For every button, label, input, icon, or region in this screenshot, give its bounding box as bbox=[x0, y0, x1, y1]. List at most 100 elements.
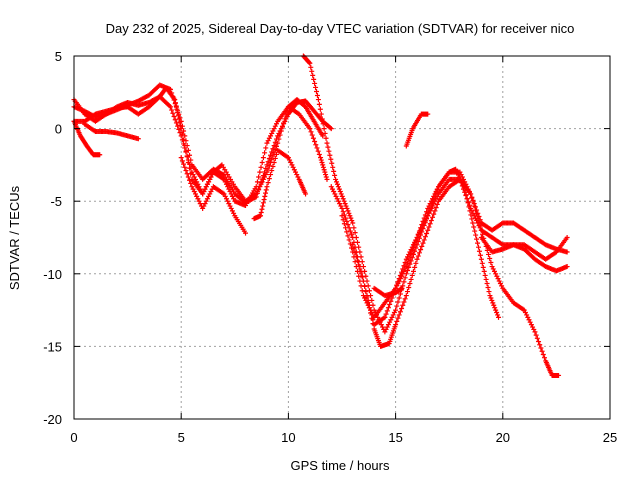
data-point bbox=[172, 101, 178, 107]
data-point bbox=[413, 260, 419, 266]
data-point bbox=[182, 164, 188, 170]
data-point bbox=[259, 176, 265, 182]
data-point bbox=[323, 135, 329, 141]
data-point bbox=[349, 245, 355, 251]
data-point bbox=[318, 157, 324, 163]
data-point bbox=[314, 88, 320, 94]
x-tick-label: 25 bbox=[603, 430, 617, 445]
data-point bbox=[263, 165, 269, 171]
data-point bbox=[269, 149, 275, 155]
data-point bbox=[336, 186, 342, 192]
data-point bbox=[322, 130, 328, 136]
data-point bbox=[310, 72, 316, 78]
data-point bbox=[343, 203, 349, 209]
data-point bbox=[258, 180, 264, 186]
data-point bbox=[433, 205, 439, 211]
data-point bbox=[331, 168, 337, 174]
data-point bbox=[469, 216, 475, 222]
data-point bbox=[256, 187, 262, 193]
data-point bbox=[401, 299, 407, 305]
data-point bbox=[181, 161, 187, 167]
data-point bbox=[462, 189, 468, 195]
data-point bbox=[182, 145, 188, 151]
data-point bbox=[407, 280, 413, 286]
data-point bbox=[313, 84, 319, 90]
data-point bbox=[268, 172, 274, 178]
data-point bbox=[369, 312, 375, 318]
data-point bbox=[350, 235, 356, 240]
data-point bbox=[270, 153, 276, 159]
data-point bbox=[352, 259, 358, 265]
data-point bbox=[357, 266, 363, 272]
data-point bbox=[349, 231, 355, 237]
data-point bbox=[333, 176, 339, 182]
data-point bbox=[321, 167, 327, 173]
data-point bbox=[422, 212, 428, 218]
data-point bbox=[169, 90, 175, 96]
data-point bbox=[350, 220, 356, 226]
data-point bbox=[265, 180, 271, 186]
data-point bbox=[396, 276, 402, 282]
data-point bbox=[256, 174, 262, 180]
data-point bbox=[458, 180, 464, 186]
data-point bbox=[308, 129, 314, 135]
data-point bbox=[172, 117, 178, 123]
data-point bbox=[476, 214, 482, 220]
data-point bbox=[356, 262, 362, 268]
data-point bbox=[339, 193, 345, 199]
data-point bbox=[347, 228, 353, 234]
data-point bbox=[314, 93, 320, 99]
data-point bbox=[534, 335, 540, 341]
data-point bbox=[323, 174, 329, 180]
y-tick-label: -15 bbox=[43, 339, 62, 354]
series-track-14 bbox=[478, 235, 570, 262]
data-point bbox=[487, 293, 493, 299]
data-point bbox=[265, 159, 271, 165]
data-point bbox=[259, 159, 265, 165]
data-point bbox=[327, 152, 333, 158]
data-point bbox=[475, 210, 481, 216]
data-point bbox=[307, 126, 313, 132]
data-point bbox=[408, 276, 414, 282]
data-point bbox=[412, 248, 418, 254]
data-point bbox=[321, 126, 327, 132]
data-point bbox=[428, 218, 434, 224]
data-point bbox=[536, 339, 542, 345]
data-point bbox=[307, 60, 313, 66]
data-point bbox=[324, 176, 330, 182]
data-point bbox=[243, 230, 249, 236]
data-point bbox=[471, 224, 477, 230]
data-point bbox=[254, 179, 260, 185]
data-point bbox=[416, 235, 422, 241]
data-point bbox=[183, 168, 189, 174]
data-point bbox=[364, 293, 370, 299]
y-tick-label: -10 bbox=[43, 267, 62, 282]
data-point bbox=[358, 270, 364, 276]
data-point bbox=[260, 155, 266, 161]
data-point bbox=[402, 296, 408, 302]
data-point bbox=[406, 285, 412, 291]
data-point bbox=[310, 135, 316, 141]
data-point bbox=[275, 140, 281, 146]
data-point bbox=[314, 145, 320, 151]
data-point bbox=[188, 180, 194, 186]
data-point bbox=[342, 201, 348, 207]
data-point bbox=[564, 249, 570, 255]
data-point bbox=[399, 269, 405, 275]
data-point bbox=[474, 207, 480, 213]
data-point bbox=[273, 143, 279, 149]
data-point bbox=[400, 283, 406, 289]
data-point bbox=[468, 191, 474, 197]
data-point bbox=[365, 297, 371, 303]
data-point bbox=[263, 190, 269, 196]
data-point bbox=[351, 246, 357, 252]
data-point bbox=[269, 168, 275, 174]
data-point bbox=[328, 156, 334, 162]
x-axis-label: GPS time / hours bbox=[291, 458, 390, 473]
data-point bbox=[312, 80, 318, 86]
data-point bbox=[257, 169, 263, 175]
x-tick-label: 10 bbox=[281, 430, 295, 445]
data-point bbox=[427, 221, 433, 227]
data-point bbox=[401, 263, 407, 269]
data-point bbox=[177, 115, 183, 121]
